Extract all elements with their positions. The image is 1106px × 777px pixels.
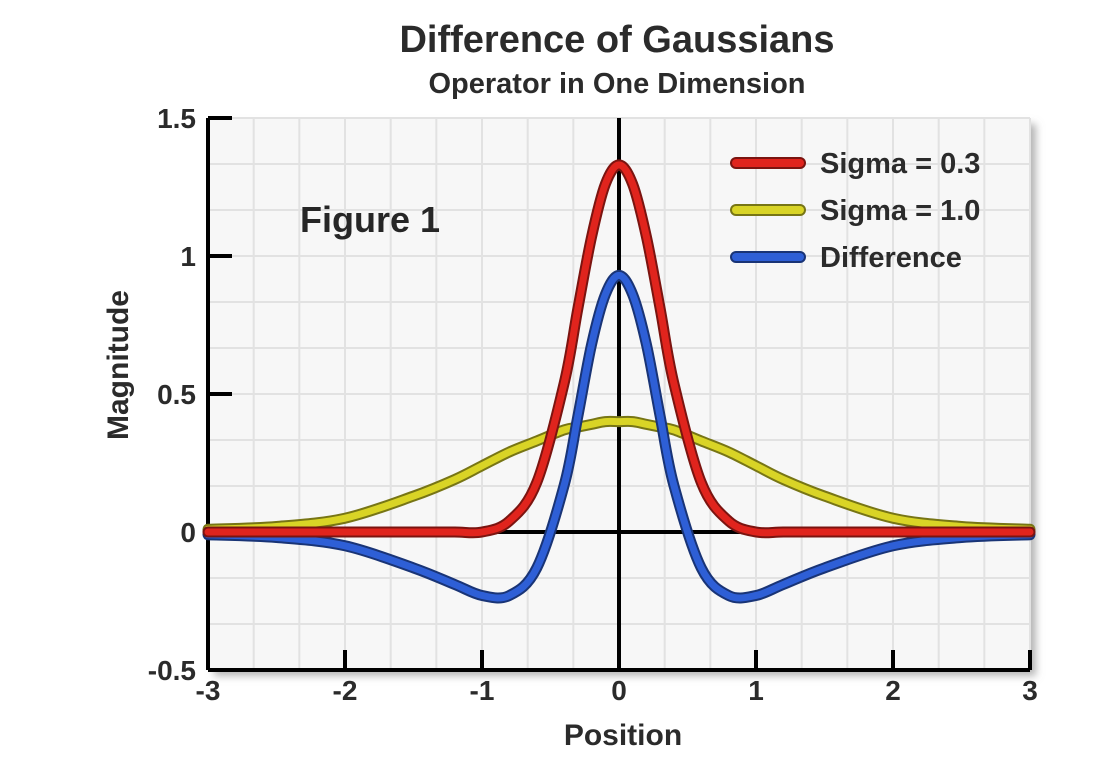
y-tick-label: 0 (180, 517, 196, 548)
x-tick-label: -3 (196, 675, 221, 706)
x-axis-label: Position (564, 719, 682, 752)
y-tick-label: -0.5 (148, 655, 196, 686)
y-tick-label: 1 (180, 241, 196, 272)
legend-label-sigma-1-0: Sigma = 1.0 (820, 195, 980, 227)
y-axis-label: Magnitude (102, 290, 135, 440)
series-line-sigma-1-0 (204, 417, 1034, 533)
chart-title: Difference of Gaussians (399, 19, 834, 61)
y-tick-label: 0.5 (157, 379, 196, 410)
legend-label-sigma-0-3: Sigma = 0.3 (820, 148, 980, 180)
figure-annotation: Figure 1 (300, 199, 440, 240)
x-tick-label: -2 (333, 675, 358, 706)
legend: Sigma = 0.3 Sigma = 1.0 Difference (730, 148, 980, 274)
legend-label-difference: Difference (820, 242, 962, 274)
x-tick-label: -1 (470, 675, 495, 706)
x-tick-label: 0 (611, 675, 627, 706)
x-tick-label: 2 (885, 675, 901, 706)
y-tick-label: 1.5 (157, 103, 196, 134)
series-line-difference (204, 271, 1034, 602)
x-tick-label: 3 (1022, 675, 1038, 706)
series-group (202, 159, 1036, 604)
x-tick-label: 1 (748, 675, 764, 706)
series-line-sigma-0-3 (204, 161, 1034, 537)
chart-subtitle: Operator in One Dimension (428, 68, 805, 100)
